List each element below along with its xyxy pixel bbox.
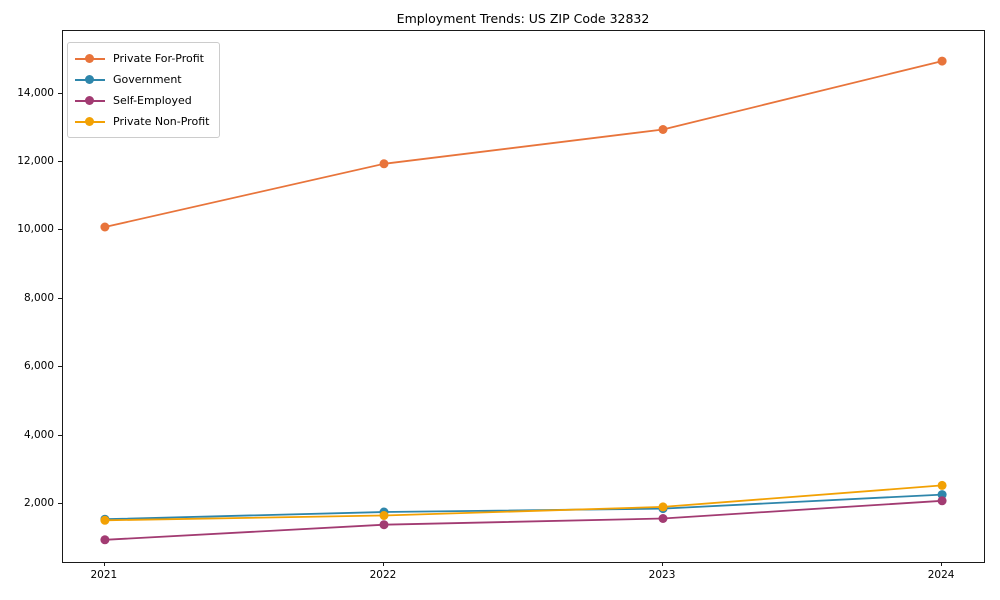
legend-entry: Self-Employed (75, 90, 209, 111)
data-point (658, 514, 668, 523)
legend-entry: Private Non-Profit (75, 111, 209, 132)
data-point (379, 511, 389, 520)
legend-entry: Private For-Profit (75, 48, 209, 69)
x-tick-label: 2024 (927, 569, 955, 581)
x-tick-label: 2022 (369, 569, 397, 581)
legend-label: Private For-Profit (113, 52, 204, 65)
y-tick-label: 6,000 (23, 360, 54, 373)
data-point (937, 480, 947, 490)
y-tick-mark (58, 297, 62, 299)
y-tick-label: 10,000 (17, 223, 54, 236)
data-point (937, 496, 947, 506)
x-tick-mark (103, 562, 105, 566)
chart-title: Employment Trends: US ZIP Code 32832 (396, 11, 650, 26)
y-tick-label: 12,000 (17, 155, 54, 168)
legend-line-marker-icon (75, 96, 105, 105)
legend-line-marker-icon (75, 75, 105, 84)
data-point (100, 535, 110, 545)
plot-area: Private For-Profit Government Self-Employe… (62, 30, 985, 563)
data-point (379, 520, 389, 530)
legend-label: Self-Employed (113, 94, 192, 107)
legend-label: Government (113, 73, 182, 86)
x-tick-mark (382, 562, 384, 566)
y-tick-mark (58, 161, 62, 163)
y-tick-label: 2,000 (23, 497, 54, 510)
y-tick-label: 14,000 (17, 86, 54, 99)
series-line-private-for-profit (104, 60, 943, 228)
x-tick-mark (941, 562, 943, 566)
chart-canvas (100, 56, 947, 545)
y-tick-mark (58, 229, 62, 231)
y-tick-mark (58, 434, 62, 436)
y-tick-mark (58, 92, 62, 94)
y-tick-label: 4,000 (23, 428, 54, 441)
data-point (379, 159, 389, 169)
data-point (658, 502, 668, 512)
legend-line-marker-icon (75, 117, 105, 126)
y-tick-label: 8,000 (23, 291, 54, 304)
data-point (937, 490, 947, 500)
x-tick-label: 2021 (90, 569, 118, 581)
data-point (100, 222, 110, 232)
legend-line-marker-icon (75, 54, 105, 63)
series-line-government (104, 493, 943, 521)
series-line-self-employed (104, 499, 943, 541)
x-tick-mark (662, 562, 664, 566)
data-point (937, 56, 947, 66)
x-tick-label: 2023 (648, 569, 676, 581)
data-point (100, 515, 110, 525)
legend: Private For-Profit Government Self-Employe… (67, 42, 221, 138)
legend-label: Private Non-Profit (113, 115, 210, 128)
y-tick-mark (58, 366, 62, 368)
data-point (658, 125, 668, 134)
y-tick-mark (58, 503, 62, 505)
legend-entry: Government (75, 69, 209, 90)
series-line-private-non-profit (104, 484, 943, 522)
